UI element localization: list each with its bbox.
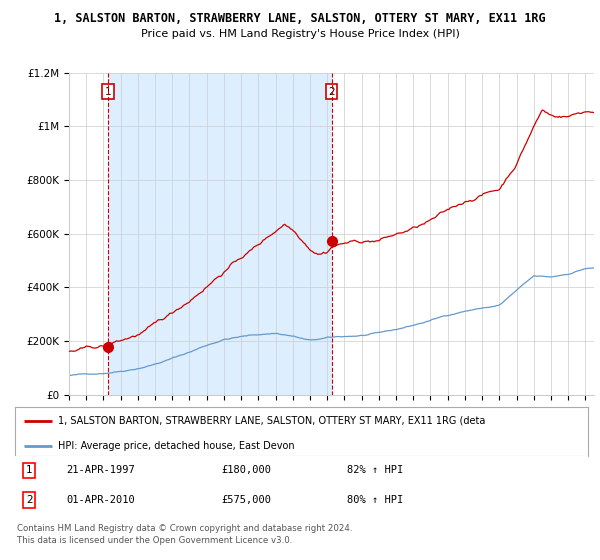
Text: 2: 2 — [26, 495, 32, 505]
Text: 1, SALSTON BARTON, STRAWBERRY LANE, SALSTON, OTTERY ST MARY, EX11 1RG (deta: 1, SALSTON BARTON, STRAWBERRY LANE, SALS… — [58, 416, 485, 426]
Text: £575,000: £575,000 — [221, 495, 271, 505]
Text: Contains HM Land Registry data © Crown copyright and database right 2024.: Contains HM Land Registry data © Crown c… — [17, 524, 352, 533]
Text: HPI: Average price, detached house, East Devon: HPI: Average price, detached house, East… — [58, 441, 295, 451]
Text: This data is licensed under the Open Government Licence v3.0.: This data is licensed under the Open Gov… — [17, 536, 292, 545]
Text: 01-APR-2010: 01-APR-2010 — [67, 495, 136, 505]
Text: 21-APR-1997: 21-APR-1997 — [67, 465, 136, 475]
Text: 1: 1 — [104, 87, 111, 96]
Text: Price paid vs. HM Land Registry's House Price Index (HPI): Price paid vs. HM Land Registry's House … — [140, 29, 460, 39]
Text: 1, SALSTON BARTON, STRAWBERRY LANE, SALSTON, OTTERY ST MARY, EX11 1RG: 1, SALSTON BARTON, STRAWBERRY LANE, SALS… — [54, 12, 546, 25]
Text: £180,000: £180,000 — [221, 465, 271, 475]
Text: 2: 2 — [328, 87, 335, 96]
Text: 80% ↑ HPI: 80% ↑ HPI — [347, 495, 404, 505]
Text: 82% ↑ HPI: 82% ↑ HPI — [347, 465, 404, 475]
Bar — [108, 73, 331, 395]
Text: 1: 1 — [26, 465, 32, 475]
